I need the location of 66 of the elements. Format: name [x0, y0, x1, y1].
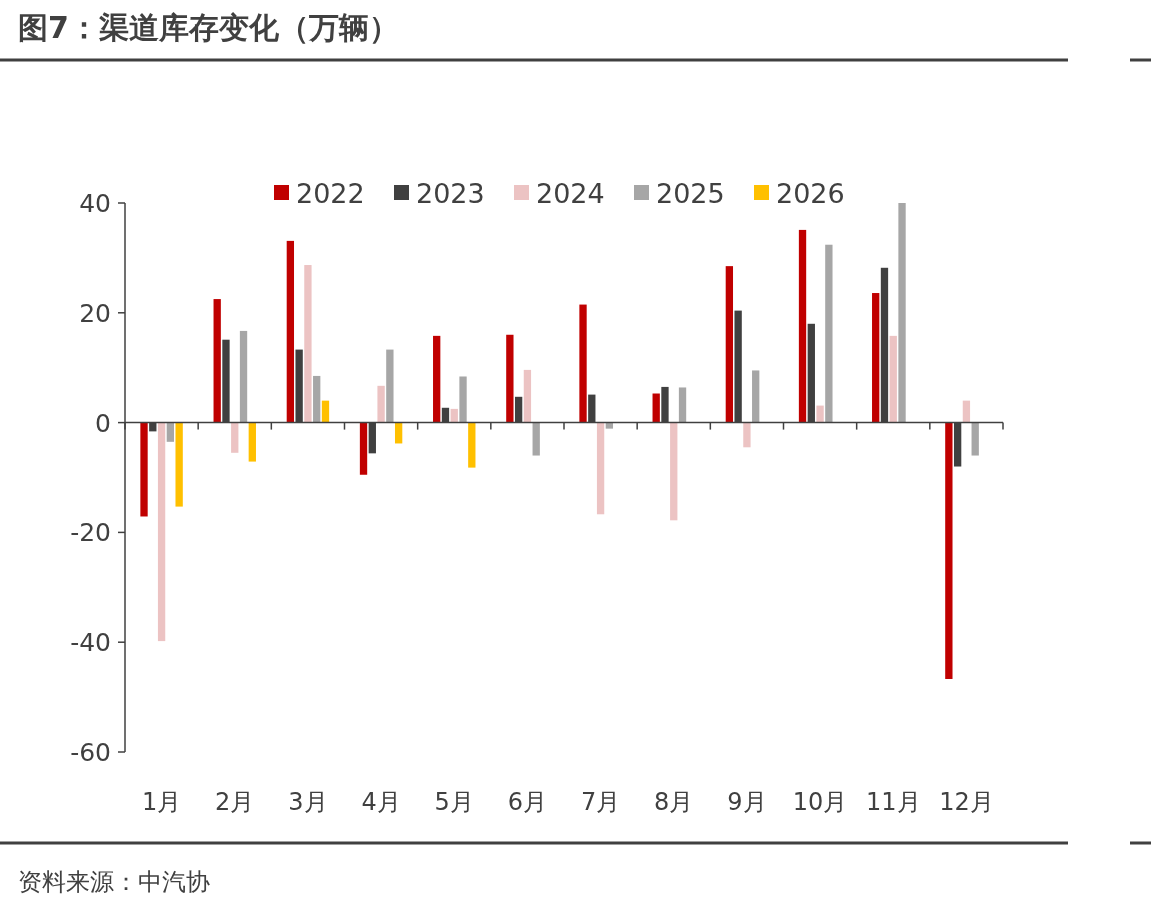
- bar: [433, 335, 441, 423]
- bar: [359, 422, 368, 475]
- x-tick-label: 11月: [865, 788, 921, 816]
- x-tick-label: 5月: [434, 788, 474, 816]
- bar: [166, 422, 175, 442]
- y-tick-label: -60: [70, 738, 111, 767]
- legend-label: 2026: [776, 178, 845, 209]
- bar: [962, 400, 971, 423]
- x-tick-label: 9月: [727, 788, 767, 816]
- bar: [945, 422, 953, 679]
- x-tick-label: 12月: [939, 788, 994, 816]
- bar: [898, 203, 906, 423]
- bar: [213, 299, 221, 423]
- bar: [394, 422, 403, 444]
- x-tick-label: 2月: [215, 788, 255, 816]
- bar: [743, 422, 751, 448]
- bar: [377, 385, 385, 423]
- bar: [140, 422, 148, 517]
- x-tick-label: 6月: [507, 788, 548, 816]
- bar: [825, 244, 833, 423]
- x-tick-label: 1月: [141, 788, 182, 816]
- bar: [304, 265, 312, 423]
- bar: [157, 422, 166, 642]
- bar: [596, 422, 605, 515]
- legend-label: 2024: [536, 178, 605, 209]
- x-tick-label: 10月: [792, 788, 848, 816]
- chart-title: 图7：渠道库存变化（万辆）: [18, 10, 399, 45]
- x-tick-label: 4月: [361, 788, 401, 816]
- x-tick-label: 3月: [288, 788, 328, 816]
- bar: [468, 422, 476, 468]
- x-tick-label: 8月: [654, 788, 694, 816]
- bar: [752, 370, 760, 423]
- bar: [652, 393, 660, 423]
- bar: [971, 422, 979, 456]
- legend-label: 2025: [656, 178, 725, 209]
- y-tick-label: 20: [79, 298, 111, 328]
- y-tick-label: -40: [70, 628, 111, 658]
- legend-label: 2023: [416, 178, 485, 209]
- bar: [450, 408, 458, 423]
- y-tick-label: 40: [79, 189, 111, 218]
- bar: [286, 240, 295, 423]
- bar: [459, 376, 467, 423]
- text: 资料来源：中汽协: [18, 868, 210, 896]
- y-tick-label: 0: [95, 408, 111, 438]
- bar: [579, 304, 587, 423]
- bar: [231, 422, 239, 453]
- bar: [386, 349, 394, 423]
- legend-label: 2022: [296, 178, 365, 209]
- bar: [506, 334, 514, 423]
- bar: [678, 387, 687, 423]
- bar: [321, 400, 330, 423]
- bar: [313, 375, 321, 423]
- bar: [725, 266, 734, 423]
- bar: [872, 293, 880, 423]
- bar: [532, 422, 540, 456]
- bar: [248, 422, 256, 462]
- y-tick-label: -20: [70, 518, 111, 548]
- bar: [239, 330, 248, 423]
- bar: [798, 229, 807, 423]
- bar: [523, 369, 532, 423]
- bar: [605, 422, 614, 429]
- bar: [175, 422, 183, 507]
- bar: [889, 335, 897, 423]
- x-tick-label: 7月: [580, 788, 621, 816]
- bar: [670, 422, 678, 521]
- bar: [816, 405, 824, 423]
